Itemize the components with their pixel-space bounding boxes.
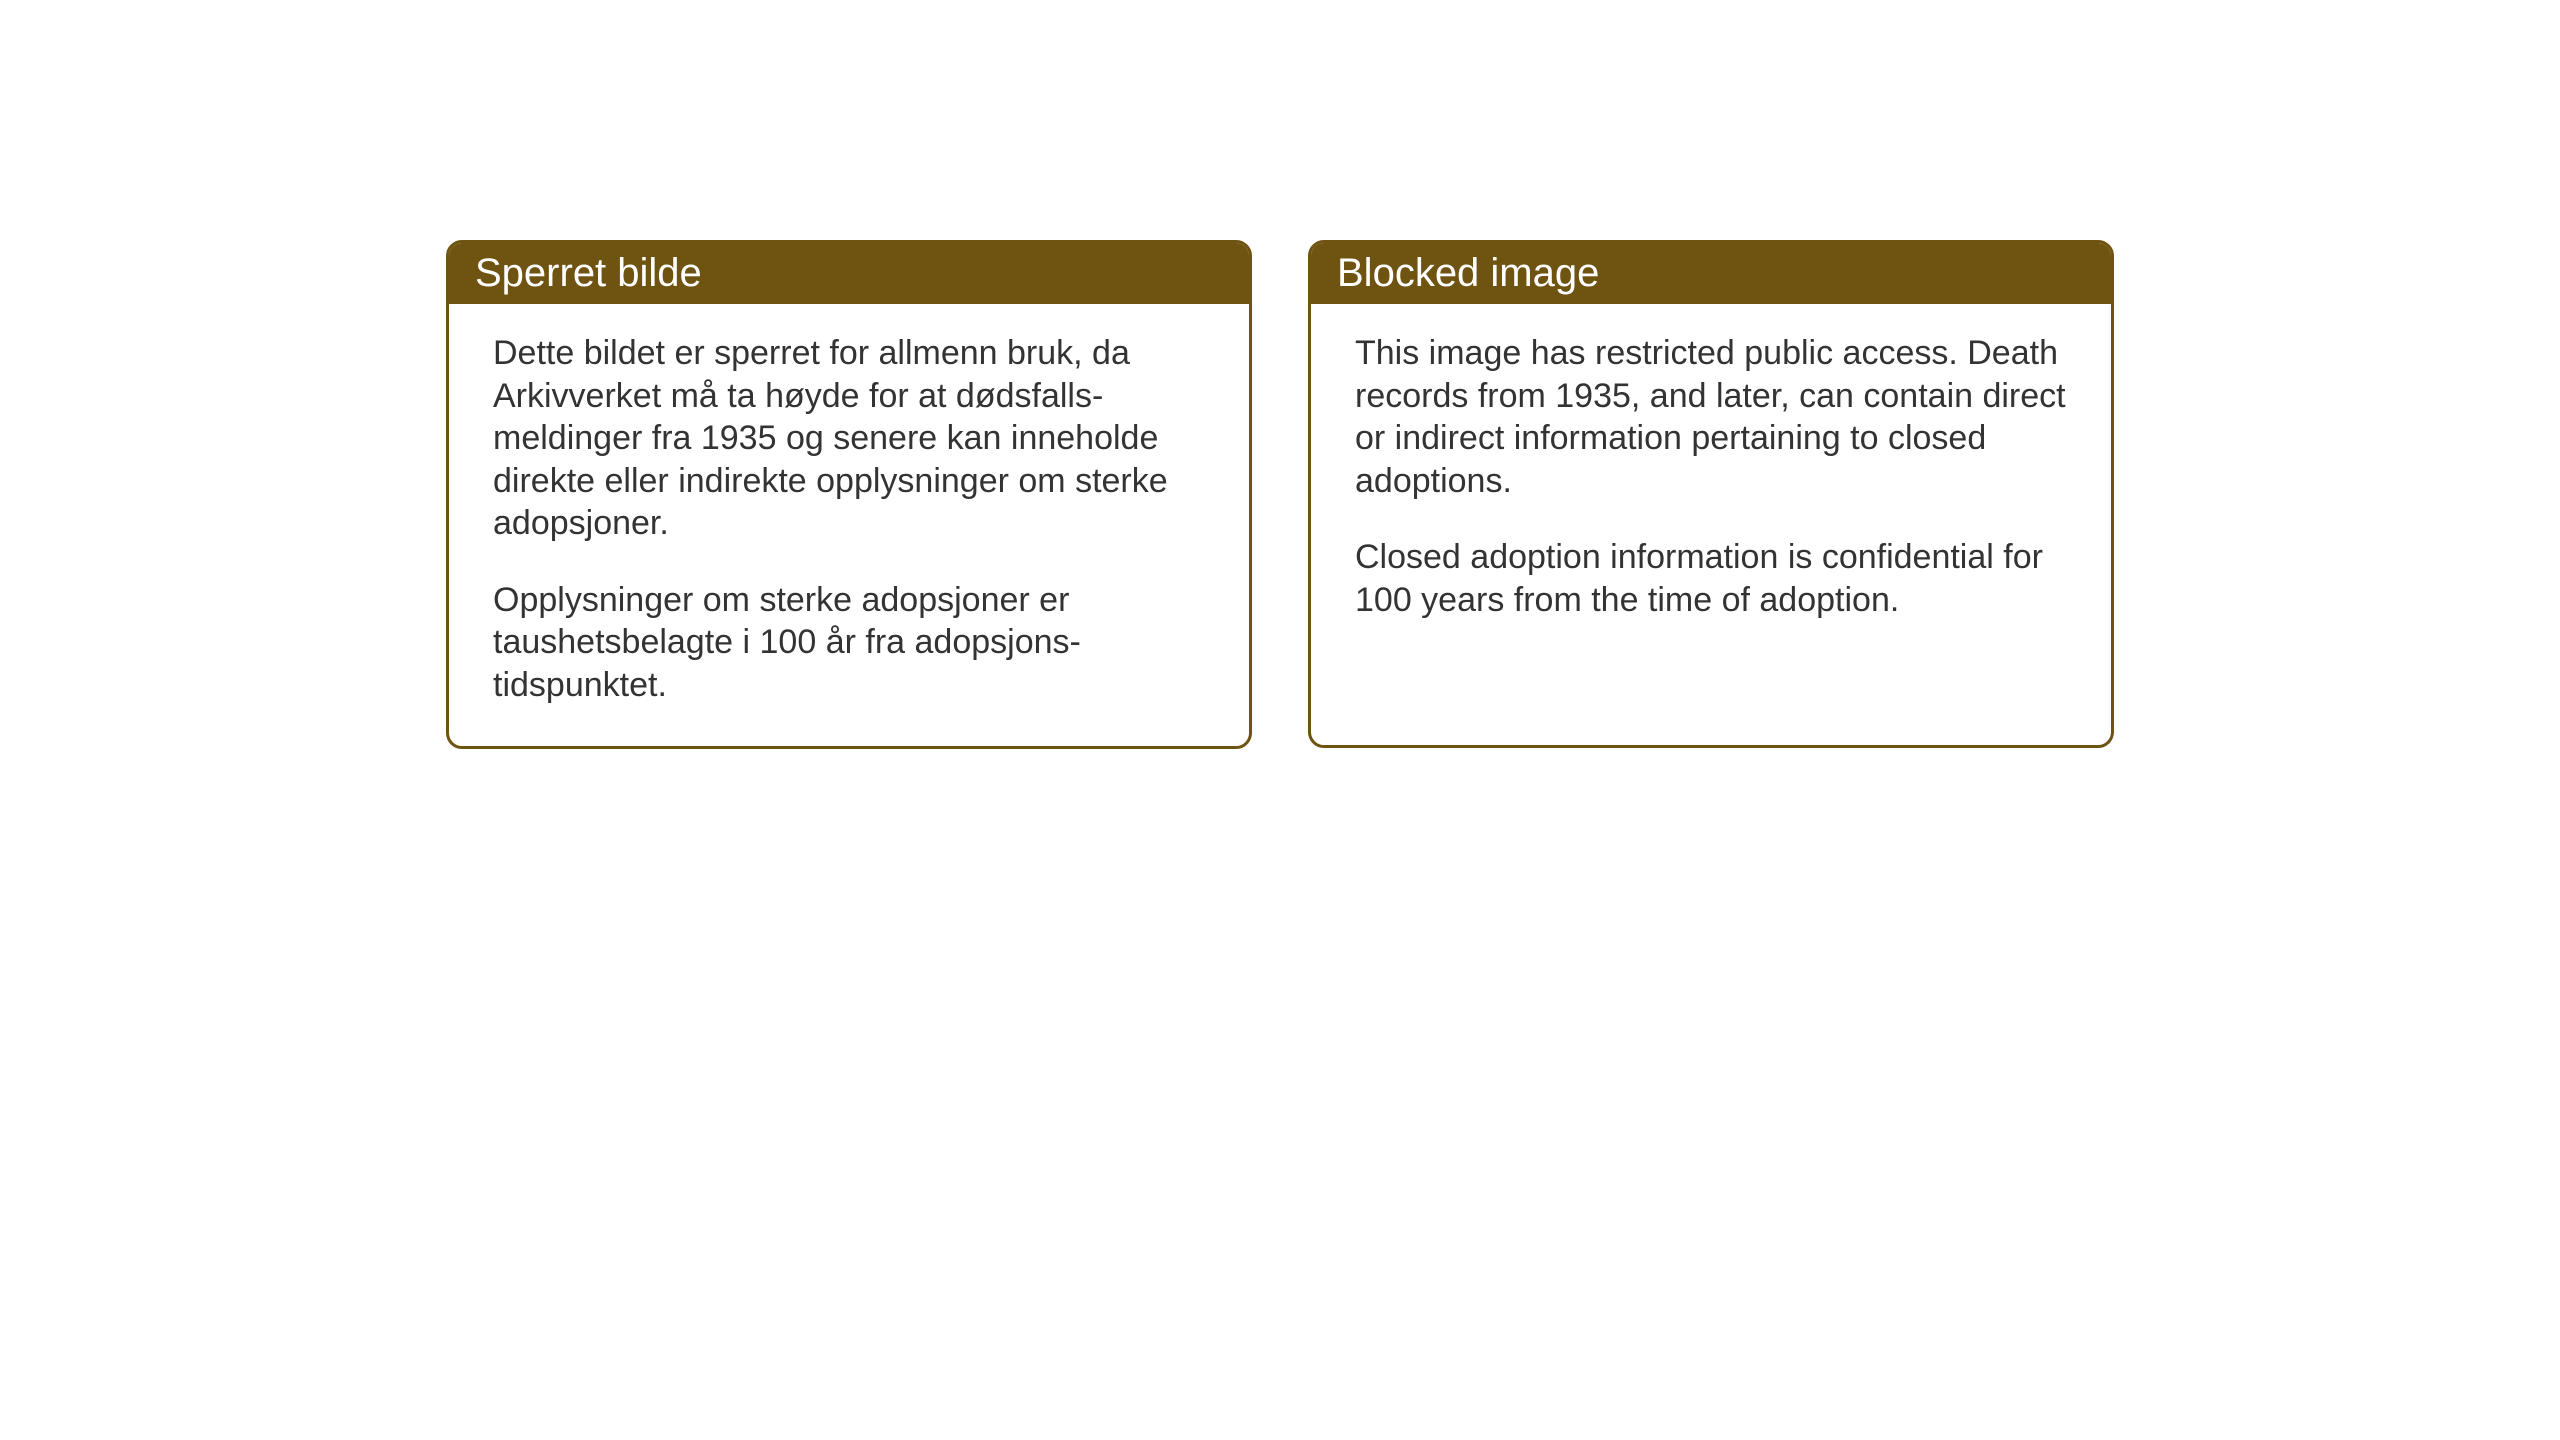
notice-cards-container: Sperret bilde Dette bildet er sperret fo… [446,240,2114,749]
english-notice-card: Blocked image This image has restricted … [1308,240,2114,748]
norwegian-notice-card: Sperret bilde Dette bildet er sperret fo… [446,240,1252,749]
norwegian-card-title: Sperret bilde [449,243,1249,304]
norwegian-card-body: Dette bildet er sperret for allmenn bruk… [449,304,1249,746]
english-paragraph-2: Closed adoption information is confident… [1355,536,2067,621]
norwegian-paragraph-2: Opplysninger om sterke adopsjoner er tau… [493,579,1205,707]
english-paragraph-1: This image has restricted public access.… [1355,332,2067,502]
norwegian-paragraph-1: Dette bildet er sperret for allmenn bruk… [493,332,1205,545]
english-card-body: This image has restricted public access.… [1311,304,2111,661]
english-card-title: Blocked image [1311,243,2111,304]
